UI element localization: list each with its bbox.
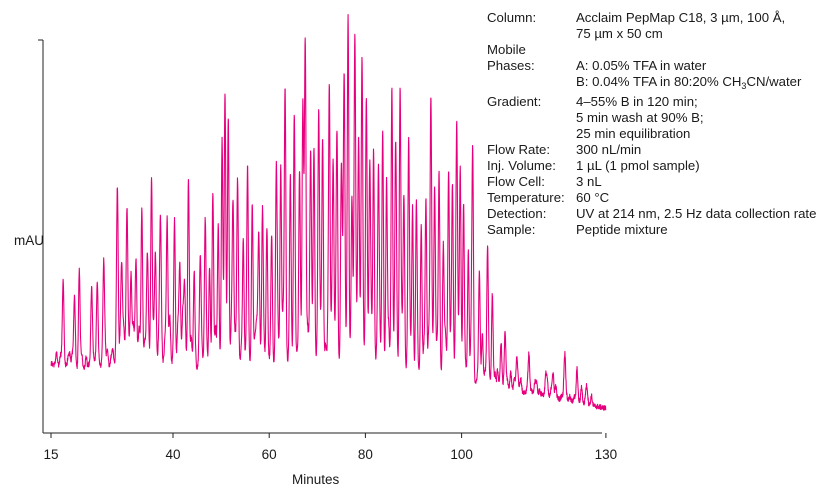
injection-row: Inj. Volume: 1 µL (1 pmol sample) bbox=[487, 158, 816, 174]
flow-cell-row: Flow Cell: 3 nL bbox=[487, 174, 816, 190]
detection-label: Detection: bbox=[487, 206, 547, 221]
method-conditions: Column: Acclaim PepMap C18, 3 µm, 100 Å,… bbox=[487, 10, 816, 238]
phases-row: Phases: A: 0.05% TFA in water bbox=[487, 58, 816, 74]
x-axis-label: Minutes bbox=[292, 472, 340, 487]
column-row-2: 75 µm x 50 cm bbox=[487, 26, 816, 42]
gradient-row-2: 5 min wash at 90% B; bbox=[487, 110, 816, 126]
temperature-row: Temperature: 60 °C bbox=[487, 190, 816, 206]
gradient-value: 4–55% B in 120 min; bbox=[576, 94, 698, 109]
injection-value: 1 µL (1 pmol sample) bbox=[576, 158, 700, 173]
phase-b-row: B: 0.04% TFA in 80:20% CH3CN/water bbox=[487, 74, 816, 94]
x-ticks: 15 40 60 80 100 130 bbox=[43, 433, 617, 462]
column-label: Column: bbox=[487, 10, 537, 25]
sample-label: Sample: bbox=[487, 222, 536, 237]
gradient-label: Gradient: bbox=[487, 94, 542, 109]
flow-cell-label: Flow Cell: bbox=[487, 174, 545, 189]
temperature-label: Temperature: bbox=[487, 190, 565, 205]
flow-rate-row: Flow Rate: 300 nL/min bbox=[487, 142, 816, 158]
column-dimensions: 75 µm x 50 cm bbox=[576, 26, 663, 41]
gradient-equilibration: 25 min equilibration bbox=[576, 126, 691, 141]
phases-label: Phases: bbox=[487, 58, 535, 73]
x-tick-label-2: 60 bbox=[262, 447, 277, 462]
x-tick-label-0: 15 bbox=[43, 447, 58, 462]
x-tick-label-5: 130 bbox=[595, 447, 618, 462]
x-tick-label-3: 80 bbox=[358, 447, 373, 462]
y-axis-label: mAU bbox=[14, 233, 44, 248]
phase-b-text: B: 0.04% TFA in 80:20% CH bbox=[576, 74, 742, 89]
mobile-row: Mobile bbox=[487, 42, 816, 58]
flow-rate-value: 300 nL/min bbox=[576, 142, 642, 157]
mobile-label: Mobile bbox=[487, 42, 526, 57]
gradient-wash: 5 min wash at 90% B; bbox=[576, 110, 704, 125]
column-value: Acclaim PepMap C18, 3 µm, 100 Å, bbox=[576, 10, 786, 25]
x-tick-label-1: 40 bbox=[165, 447, 180, 462]
column-row: Column: Acclaim PepMap C18, 3 µm, 100 Å, bbox=[487, 10, 816, 26]
detection-value: UV at 214 nm, 2.5 Hz data collection rat… bbox=[576, 206, 817, 221]
x-tick-label-4: 100 bbox=[450, 447, 473, 462]
flow-rate-label: Flow Rate: bbox=[487, 142, 551, 157]
phase-b-subscript: 3 bbox=[741, 81, 747, 91]
temperature-value: 60 °C bbox=[576, 190, 610, 205]
phase-a-value: A: 0.05% TFA in water bbox=[576, 58, 707, 73]
sample-row: Sample: Peptide mixture bbox=[487, 222, 816, 238]
phase-b-value: B: 0.04% TFA in 80:20% CH3CN/water bbox=[576, 74, 801, 94]
gradient-row-3: 25 min equilibration bbox=[487, 126, 816, 142]
sample-value: Peptide mixture bbox=[576, 222, 668, 237]
chromatogram-trace bbox=[50, 14, 607, 411]
flow-cell-value: 3 nL bbox=[576, 174, 602, 189]
gradient-row: Gradient: 4–55% B in 120 min; bbox=[487, 94, 816, 110]
phase-b-text-end: CN/water bbox=[746, 74, 802, 89]
injection-label: Inj. Volume: bbox=[487, 158, 556, 173]
detection-row: Detection: UV at 214 nm, 2.5 Hz data col… bbox=[487, 206, 816, 222]
